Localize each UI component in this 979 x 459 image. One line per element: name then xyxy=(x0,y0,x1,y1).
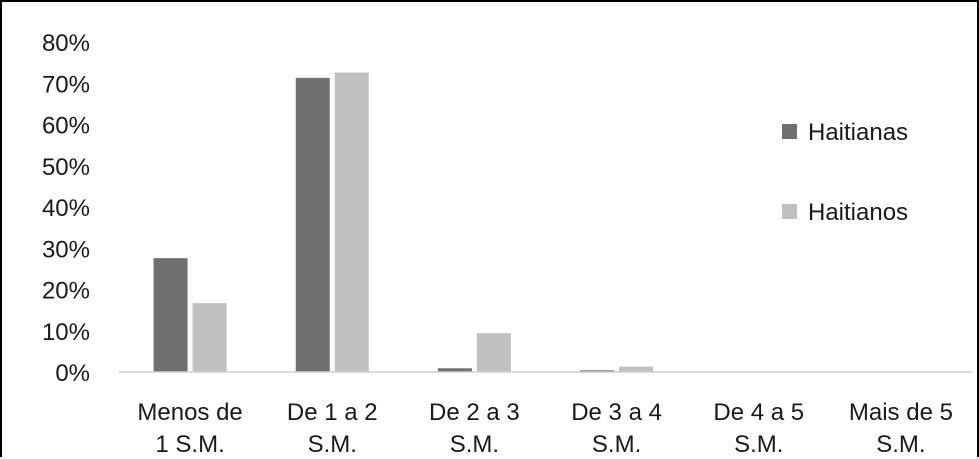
x-tick-label: De 1 a 2 xyxy=(287,399,378,426)
y-tick-label: 60% xyxy=(42,113,90,140)
x-axis: Menos de 1 S.M. De 1 a 2 S.M. De 2 a 3 S.M. De… xyxy=(137,399,953,458)
x-tick-label: De 2 a 3 xyxy=(429,399,520,426)
y-tick-label: 40% xyxy=(42,195,90,222)
y-tick-label: 0% xyxy=(55,360,90,387)
bar-haitianos-2 xyxy=(476,333,511,372)
x-tick-label: Mais de 5 xyxy=(849,399,953,426)
legend-swatch-haitianos xyxy=(782,204,797,219)
y-axis: 0% 10% 20% 30% 40% 50% 60% 70% 80% xyxy=(42,30,90,387)
x-tick-label: S.M. xyxy=(592,431,641,458)
x-tick-label: S.M. xyxy=(734,431,783,458)
bar-haitianos-3 xyxy=(619,366,654,372)
x-tick-label: S.M. xyxy=(308,431,357,458)
bar-haitianos-1 xyxy=(334,72,369,373)
legend-swatch-haitianas xyxy=(782,124,797,139)
x-tick-label: 1 S.M. xyxy=(155,431,224,458)
y-tick-label: 70% xyxy=(42,71,90,98)
y-tick-label: 20% xyxy=(42,278,90,305)
bars xyxy=(153,72,654,373)
legend-label-haitianas: Haitianas xyxy=(808,119,908,146)
y-tick-label: 80% xyxy=(42,30,90,57)
y-tick-label: 50% xyxy=(42,154,90,181)
bar-haitianos-0 xyxy=(192,303,227,372)
x-tick-label: De 4 a 5 xyxy=(713,399,804,426)
bar-haitianas-2 xyxy=(437,368,472,372)
x-tick-label: Menos de xyxy=(137,399,242,426)
x-tick-label: De 3 a 4 xyxy=(571,399,662,426)
x-tick-label: S.M. xyxy=(876,431,925,458)
x-tick-label: S.M. xyxy=(450,431,499,458)
bar-haitianas-3 xyxy=(580,370,615,372)
bar-haitianas-0 xyxy=(153,258,188,372)
y-tick-label: 30% xyxy=(42,236,90,263)
legend-label-haitianos: Haitianos xyxy=(808,199,908,226)
y-tick-label: 10% xyxy=(42,319,90,346)
bar-haitianas-1 xyxy=(295,77,330,372)
legend: Haitianas Haitianos xyxy=(782,119,908,226)
